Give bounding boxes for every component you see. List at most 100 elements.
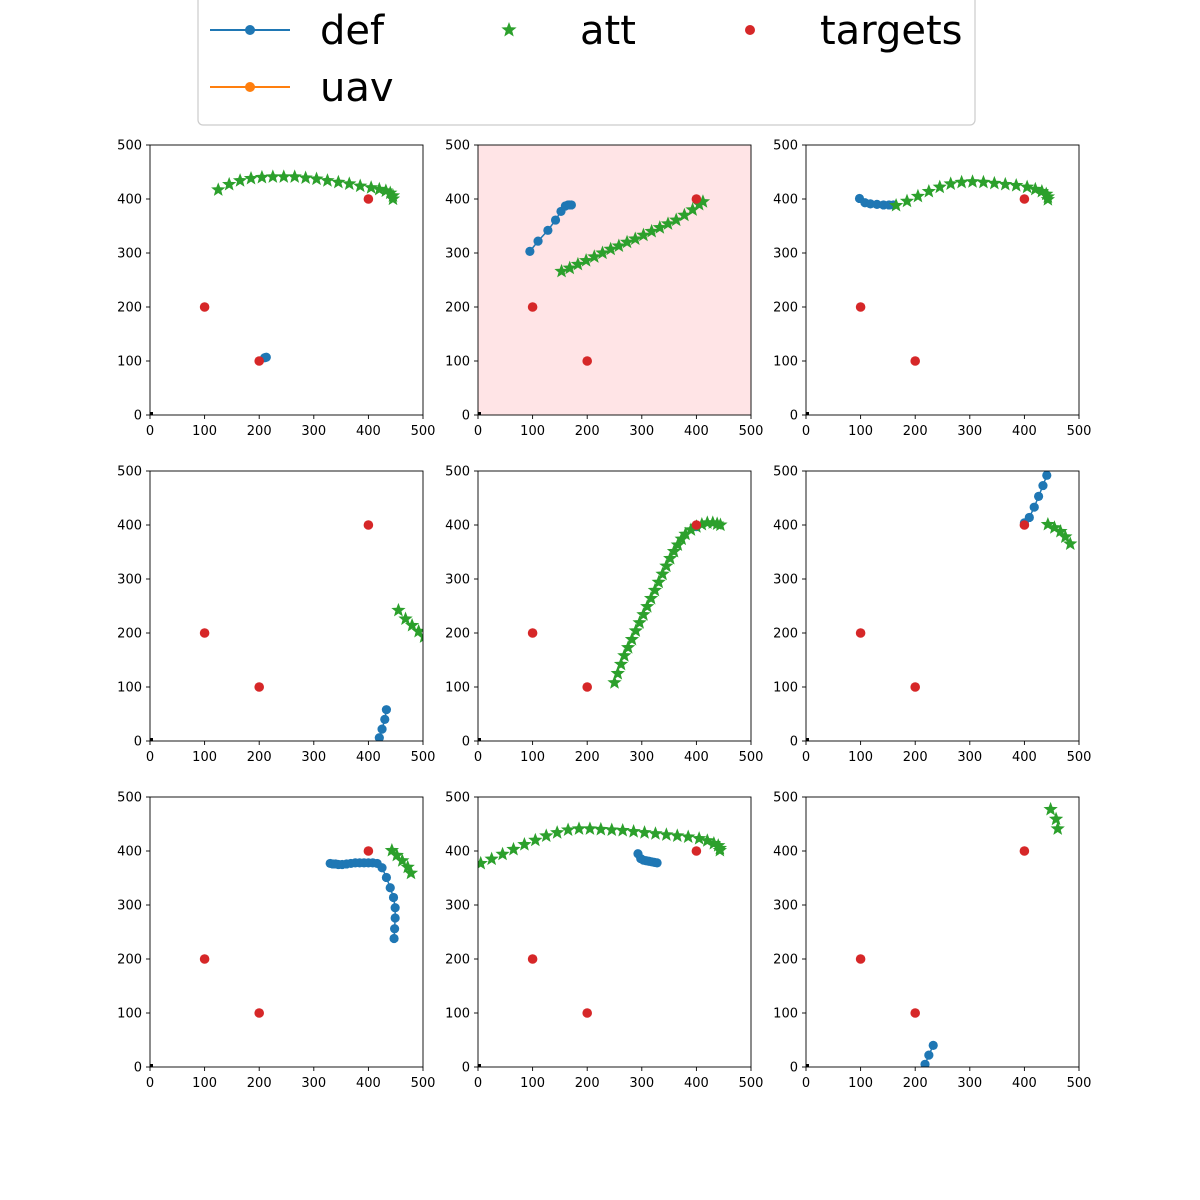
y-tick-label: 200 bbox=[773, 627, 798, 642]
att-point bbox=[628, 623, 643, 637]
target-point bbox=[691, 194, 702, 204]
x-tick-label: 200 bbox=[575, 750, 600, 765]
att-point bbox=[712, 842, 728, 857]
att-point bbox=[954, 174, 969, 189]
att-point bbox=[659, 558, 674, 573]
att-point bbox=[506, 841, 521, 856]
x-tick-label: 0 bbox=[474, 424, 482, 439]
x-tick-label: 100 bbox=[192, 1076, 217, 1091]
x-tick-label: 400 bbox=[684, 750, 709, 765]
att-point bbox=[320, 173, 335, 187]
att-point bbox=[1050, 821, 1065, 835]
att-point bbox=[910, 188, 926, 203]
legend-entry-uav: uav bbox=[210, 65, 394, 111]
att-point bbox=[652, 220, 667, 234]
x-tick-label: 500 bbox=[739, 1076, 764, 1091]
att-point bbox=[384, 842, 400, 857]
att-point bbox=[1039, 186, 1054, 201]
att-point bbox=[711, 838, 726, 852]
def-point bbox=[388, 892, 399, 903]
target-point bbox=[199, 302, 210, 312]
att-point bbox=[700, 515, 715, 529]
x-tick-label: 500 bbox=[1067, 750, 1092, 765]
origin-marker bbox=[806, 738, 809, 741]
axes-frame bbox=[805, 470, 1080, 742]
att-point bbox=[888, 197, 904, 212]
att-point bbox=[287, 169, 302, 183]
def-point bbox=[1042, 471, 1052, 480]
target-point bbox=[691, 520, 702, 530]
x-tick-label: 100 bbox=[192, 750, 217, 765]
axes-frame bbox=[805, 144, 1080, 416]
x-tick-label: 400 bbox=[356, 1076, 381, 1091]
att-point bbox=[603, 241, 618, 256]
x-tick-label: 300 bbox=[957, 750, 982, 765]
legend-label-def: def bbox=[320, 8, 385, 54]
att-point bbox=[389, 847, 404, 862]
y-tick-label: 0 bbox=[790, 735, 798, 750]
att-point bbox=[578, 253, 594, 267]
y-tick-label: 200 bbox=[117, 301, 142, 316]
y-tick-label: 200 bbox=[117, 953, 142, 968]
y-tick-label: 500 bbox=[773, 791, 798, 806]
att-point bbox=[613, 656, 629, 671]
x-tick-label: 100 bbox=[520, 1076, 545, 1091]
x-tick-label: 200 bbox=[247, 750, 272, 765]
plot-area bbox=[806, 471, 1079, 741]
att-point bbox=[921, 183, 936, 198]
origin-marker bbox=[150, 1064, 153, 1067]
origin-marker bbox=[806, 1064, 809, 1067]
x-tick-label: 100 bbox=[848, 424, 873, 439]
x-tick-label: 500 bbox=[739, 424, 764, 439]
def-point bbox=[543, 225, 553, 235]
y-tick-label: 500 bbox=[117, 139, 142, 154]
y-tick-label: 400 bbox=[117, 519, 142, 534]
axes-frame bbox=[149, 144, 424, 416]
plot-area bbox=[150, 145, 423, 415]
target-point bbox=[363, 846, 374, 856]
subplot-7: 0 100 200 300 400 500 0 100 200 300 400 500 bbox=[117, 791, 435, 1092]
target-point bbox=[363, 194, 374, 204]
y-tick-label: 200 bbox=[445, 627, 470, 642]
att-point bbox=[611, 238, 626, 253]
axes-frame bbox=[149, 796, 424, 1068]
x-tick-label: 200 bbox=[247, 424, 272, 439]
att-point bbox=[998, 176, 1013, 191]
legend-label-targets: targets bbox=[820, 8, 962, 54]
att-point bbox=[385, 191, 401, 206]
att-point bbox=[593, 821, 608, 836]
att-point bbox=[706, 835, 721, 850]
def-point bbox=[381, 705, 392, 715]
att-point bbox=[400, 859, 415, 874]
x-tick-label: 500 bbox=[411, 1076, 436, 1091]
att-point bbox=[713, 517, 728, 532]
att-point bbox=[570, 256, 586, 271]
x-tick-label: 500 bbox=[1067, 424, 1092, 439]
att-point bbox=[353, 178, 368, 193]
att-point bbox=[1040, 516, 1056, 531]
att-point bbox=[232, 173, 248, 187]
y-tick-label: 500 bbox=[773, 139, 798, 154]
plot-area bbox=[150, 797, 423, 1067]
def-point bbox=[385, 883, 395, 893]
legend-label-att: att bbox=[580, 8, 636, 54]
att-point bbox=[692, 196, 707, 211]
att-point bbox=[478, 855, 488, 870]
x-tick-label: 300 bbox=[629, 1076, 654, 1091]
x-tick-label: 0 bbox=[802, 424, 810, 439]
target-point bbox=[254, 356, 264, 366]
att-point bbox=[604, 822, 619, 837]
att-point bbox=[243, 170, 259, 185]
x-tick-label: 0 bbox=[146, 424, 154, 439]
att-point bbox=[632, 615, 647, 629]
att-point bbox=[378, 183, 393, 197]
x-tick-label: 0 bbox=[802, 750, 810, 765]
x-tick-label: 400 bbox=[684, 424, 709, 439]
att-point bbox=[222, 176, 237, 191]
plot-marks bbox=[806, 471, 1078, 741]
att-point bbox=[1063, 536, 1078, 550]
att-point bbox=[587, 249, 602, 263]
att-point bbox=[626, 824, 641, 838]
x-tick-label: 0 bbox=[802, 1076, 810, 1091]
def-point bbox=[652, 858, 662, 868]
